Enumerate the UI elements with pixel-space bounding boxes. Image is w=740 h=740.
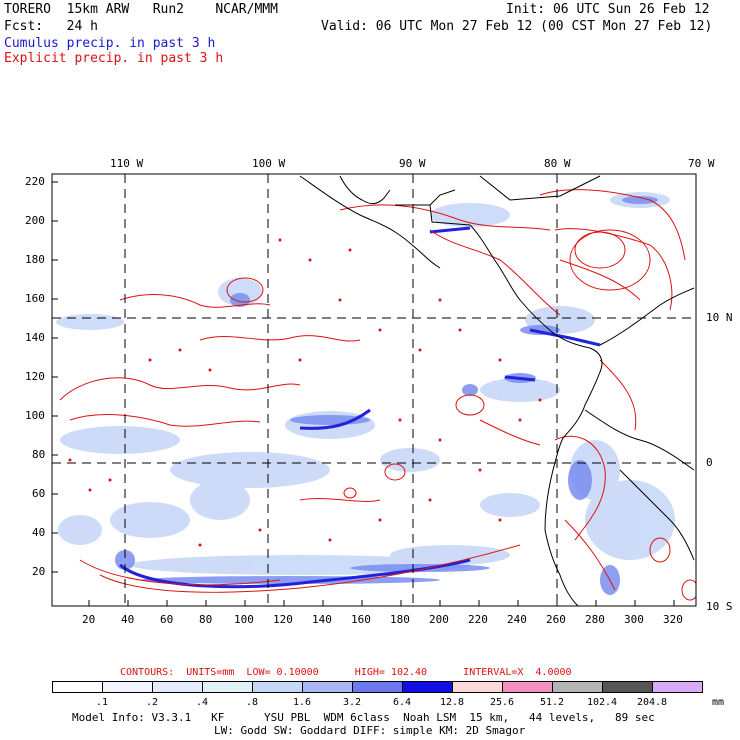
y-tick-label: 100 [25,409,45,422]
colorbar-swatch [502,681,553,693]
colorbar-swatch [252,681,303,693]
forecast-hour: Fcst: 24 h [4,19,98,34]
explicit-speckle [68,238,542,547]
y-tick-label: 180 [25,253,45,266]
lat-label: 10 S [706,600,733,613]
cumulus-heavy [119,226,601,589]
colorbar-swatch [102,681,153,693]
colorbar-label: 51.2 [539,697,565,708]
colorbar-label: 12.8 [439,697,465,708]
x-tick-label: 200 [429,613,449,626]
x-tick-label: 320 [663,613,683,626]
x-tick-label: 160 [351,613,371,626]
valid-time: Valid: 06 UTC Mon 27 Feb 12 (00 CST Mon … [321,19,713,34]
y-tick-label: 200 [25,214,45,227]
colorbar-label: 102.4 [586,697,618,708]
explicit-precip-label: Explicit precip. in past 3 h [4,51,224,66]
plot-frame [51,173,697,607]
colorbar-swatch [552,681,603,693]
coastline [299,175,695,606]
colorbar-label: 1.6 [292,697,312,708]
colorbar-swatch [52,681,103,693]
lon-label: 110 W [110,157,144,170]
colorbar-swatch [202,681,253,693]
lat-label: 0 [706,456,713,469]
x-tick-label: 180 [390,613,410,626]
model-physics: LW: Godd SW: Goddard DIFF: simple KM: 2D… [214,724,526,737]
colorbar-swatch [652,681,703,693]
colorbar-label: 6.4 [392,697,412,708]
x-tick-label: 220 [468,613,488,626]
y-tick-label: 140 [25,331,45,344]
colorbar-label: .8 [245,697,259,708]
colorbar-swatch [402,681,453,693]
colorbar-label: .4 [195,697,209,708]
colorbar-label: 3.2 [342,697,362,708]
x-tick-label: 100 [234,613,254,626]
lon-label: 90 W [399,157,426,170]
y-tick-label: 220 [25,175,45,188]
lon-label: 80 W [544,157,571,170]
y-tick-label: 20 [32,565,46,578]
x-tick-label: 260 [546,613,566,626]
y-tick-label: 40 [32,526,46,539]
contours-legend: CONTOURS: UNITS=mm LOW= 0.10000 HIGH= 10… [120,667,572,678]
colorbar-swatch [152,681,203,693]
y-tick-label: 160 [25,292,45,305]
y-tick-label: 60 [32,487,46,500]
colorbar-swatch [602,681,653,693]
y-tick-label: 120 [25,370,45,383]
x-tick-label: 120 [273,613,293,626]
lat-label: 10 N [706,311,733,324]
explicit-contours [59,189,696,601]
x-tick-label: 280 [585,613,605,626]
colorbar-swatch [302,681,353,693]
colorbar-label: .1 [95,697,109,708]
lon-label: 70 W [688,157,715,170]
colorbar-unit: mm [712,697,725,708]
lat-lon-grid [52,174,696,606]
x-tick-label: 140 [312,613,332,626]
colorbar-swatch [452,681,503,693]
x-tick-label: 60 [160,613,174,626]
cumulus-shading [56,192,675,575]
colorbar-label: .2 [145,697,159,708]
colorbar-label: 25.6 [489,697,515,708]
x-tick-label: 240 [507,613,527,626]
x-tick-label: 300 [624,613,644,626]
model-info: Model Info: V3.3.1 KF YSU PBL WDM 6class… [72,711,655,724]
colorbar-swatch [352,681,403,693]
x-tick-label: 40 [121,613,135,626]
x-tick-label: 80 [199,613,213,626]
x-tick-label: 20 [82,613,96,626]
init-time: Init: 06 UTC Sun 26 Feb 12 [506,2,710,17]
precip-field [56,175,696,606]
header-title: TORERO 15km ARW Run2 NCAR/MMM [4,2,278,17]
cumulus-precip-label: Cumulus precip. in past 3 h [4,36,216,51]
colorbar-label: 204.8 [636,697,668,708]
lon-label: 100 W [252,157,286,170]
axis-ticks [52,181,675,606]
y-tick-label: 80 [32,448,46,461]
